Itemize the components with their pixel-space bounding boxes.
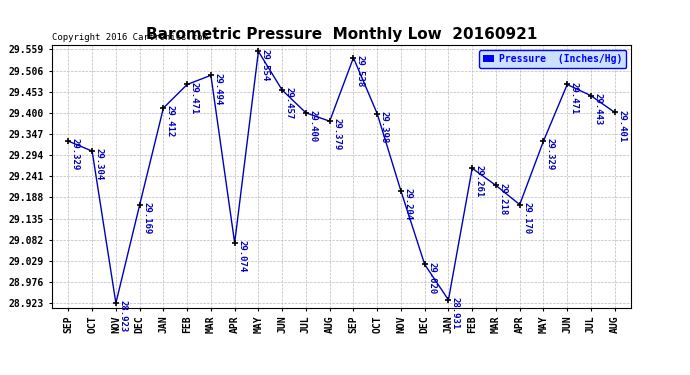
Text: 29.169: 29.169 bbox=[142, 202, 151, 234]
Text: 29.471: 29.471 bbox=[190, 82, 199, 114]
Title: Barometric Pressure  Monthly Low  20160921: Barometric Pressure Monthly Low 20160921 bbox=[146, 27, 538, 42]
Text: 29.457: 29.457 bbox=[284, 87, 294, 120]
Text: 29.401: 29.401 bbox=[617, 110, 626, 142]
Legend: Pressure  (Inches/Hg): Pressure (Inches/Hg) bbox=[479, 50, 627, 68]
Text: 29.204: 29.204 bbox=[404, 188, 413, 220]
Text: 29.170: 29.170 bbox=[522, 202, 531, 234]
Text: 29.304: 29.304 bbox=[95, 148, 103, 181]
Text: 29.261: 29.261 bbox=[475, 165, 484, 198]
Text: 28.931: 28.931 bbox=[451, 297, 460, 329]
Text: 29.329: 29.329 bbox=[546, 138, 555, 171]
Text: 29.020: 29.020 bbox=[427, 262, 436, 294]
Text: 29.398: 29.398 bbox=[380, 111, 388, 143]
Text: 29.443: 29.443 bbox=[593, 93, 602, 125]
Text: 29.218: 29.218 bbox=[498, 183, 507, 215]
Text: 29.329: 29.329 bbox=[71, 138, 80, 171]
Text: 29.074: 29.074 bbox=[237, 240, 246, 272]
Text: Copyright 2016 Cartronics.com: Copyright 2016 Cartronics.com bbox=[52, 33, 208, 42]
Text: 29.379: 29.379 bbox=[332, 118, 341, 151]
Text: 29.554: 29.554 bbox=[261, 49, 270, 81]
Text: 29.400: 29.400 bbox=[308, 110, 317, 142]
Text: 29.471: 29.471 bbox=[570, 82, 579, 114]
Text: 29.412: 29.412 bbox=[166, 105, 175, 138]
Text: 28.923: 28.923 bbox=[118, 300, 128, 333]
Text: 29.494: 29.494 bbox=[213, 72, 222, 105]
Text: 29.538: 29.538 bbox=[356, 55, 365, 87]
